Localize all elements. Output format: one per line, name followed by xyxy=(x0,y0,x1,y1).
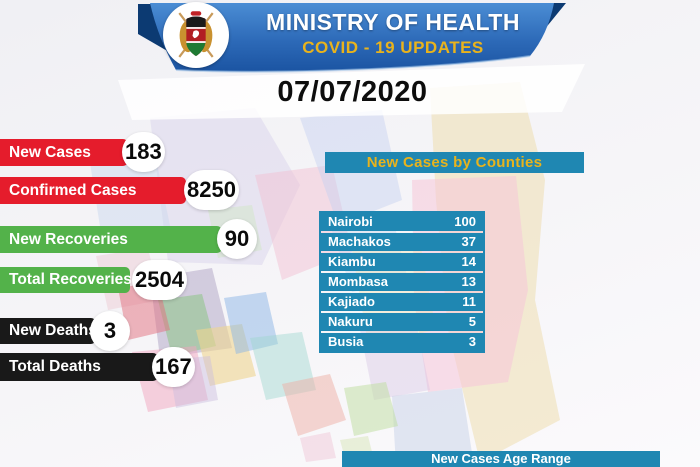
county-row-nairobi: Nairobi 100 xyxy=(321,213,483,231)
county-row-kiambu: Kiambu 14 xyxy=(321,253,483,271)
county-name: Kajiado xyxy=(328,294,375,309)
stat-bar: New Cases xyxy=(0,139,128,166)
county-value: 5 xyxy=(468,314,476,329)
stat-value-badge: 3 xyxy=(90,311,130,351)
stat-confirmed-cases: Confirmed Cases 8250 xyxy=(0,170,239,210)
county-row-mombasa: Mombasa 13 xyxy=(321,273,483,291)
stat-total-deaths: Total Deaths 167 xyxy=(0,347,195,387)
stat-total-recoveries: Total Recoveries 2504 xyxy=(0,260,187,300)
counties-table: Nairobi 100 Machakos 37 Kiambu 14 Mombas… xyxy=(319,211,485,353)
ministry-title: MINISTRY OF HEALTH xyxy=(266,9,520,35)
covid-updates-subtitle: COVID - 19 UPDATES xyxy=(302,38,484,57)
stat-bar: New Recoveries xyxy=(0,226,222,253)
stat-value-badge: 2504 xyxy=(132,260,187,300)
stat-label: New Cases xyxy=(9,143,91,161)
county-value: 14 xyxy=(461,254,476,269)
stat-bar: Total Recoveries xyxy=(0,267,132,293)
age-range-section-title: New Cases Age Range xyxy=(342,451,660,467)
county-value: 13 xyxy=(461,274,476,289)
county-name: Kiambu xyxy=(328,254,376,269)
county-name: Machakos xyxy=(328,234,391,249)
county-value: 3 xyxy=(468,334,476,349)
county-name: Nakuru xyxy=(328,314,373,329)
county-row-kajiado: Kajiado 11 xyxy=(321,293,483,311)
county-row-machakos: Machakos 37 xyxy=(321,233,483,251)
counties-section-title: New Cases by Counties xyxy=(325,152,584,173)
stat-new-cases: New Cases 183 xyxy=(0,132,165,172)
stat-label: Total Recoveries xyxy=(9,271,132,288)
stat-value-badge: 90 xyxy=(217,219,257,259)
county-name: Nairobi xyxy=(328,214,373,229)
report-date: 07/07/2020 xyxy=(277,76,428,108)
county-value: 100 xyxy=(454,214,476,229)
stat-label: Confirmed Cases xyxy=(9,181,137,199)
county-row-nakuru: Nakuru 5 xyxy=(321,313,483,331)
stat-label: Total Deaths xyxy=(9,358,101,375)
county-value: 11 xyxy=(462,294,476,309)
stat-bar: Confirmed Cases xyxy=(0,177,186,204)
county-value: 37 xyxy=(461,234,476,249)
county-name: Busia xyxy=(328,334,364,349)
stat-value-badge: 183 xyxy=(122,132,165,172)
stat-bar: Total Deaths xyxy=(0,353,158,381)
county-name: Mombasa xyxy=(328,274,388,289)
stat-new-deaths: New Deaths 3 xyxy=(0,311,130,351)
county-row-busia: Busia 3 xyxy=(321,333,483,351)
stat-label: New Deaths xyxy=(9,322,97,339)
stat-value-badge: 167 xyxy=(152,347,195,387)
stat-new-recoveries: New Recoveries 90 xyxy=(0,219,257,259)
stat-bar: New Deaths xyxy=(0,318,97,344)
kenya-coat-of-arms xyxy=(163,2,229,68)
stat-value-badge: 8250 xyxy=(184,170,239,210)
stat-label: New Recoveries xyxy=(9,230,128,248)
